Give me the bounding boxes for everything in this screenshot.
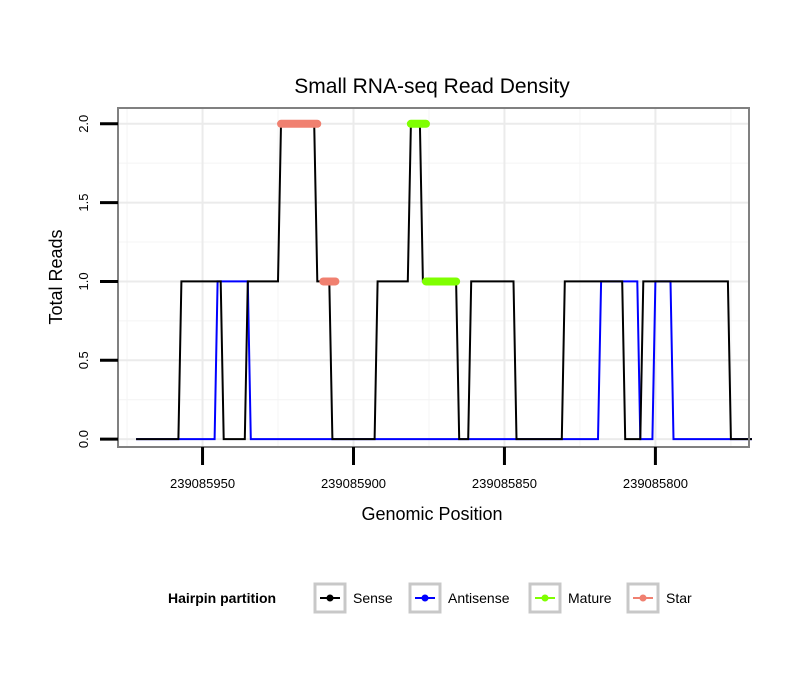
y-tick-label: 1.0 [76,272,91,290]
y-tick-label: 0.0 [76,430,91,448]
legend: Hairpin partition Sense Antisense Mature St… [168,582,692,614]
x-tick-label: 239085900 [321,476,386,491]
legend-label-antisense: Antisense [448,590,510,606]
legend-label-star: Star [666,590,692,606]
x-tick-label: 239085950 [170,476,235,491]
legend-title: Hairpin partition [168,590,276,606]
x-axis-label: Genomic Position [361,504,502,524]
x-tick-label: 239085800 [623,476,688,491]
plot-border [117,107,750,448]
y-axis: 0.0 0.5 1.0 1.5 2.0 [76,115,118,448]
legend-key-dot [541,594,549,602]
legend-label-mature: Mature [568,590,612,606]
legend-key-dot [639,594,647,602]
y-tick-label: 1.5 [76,194,91,212]
x-axis: 239085950 239085900 239085850 239085800 [170,447,688,491]
y-axis-label: Total Reads [46,229,66,324]
y-tick-label: 2.0 [76,115,91,133]
chart-title: Small RNA-seq Read Density [294,75,570,98]
legend-key-dot [326,594,334,602]
series-layer [136,119,752,441]
legend-label-sense: Sense [353,590,393,606]
legend-key-dot [421,594,429,602]
x-tick-label: 239085850 [472,476,537,491]
y-tick-label: 0.5 [76,351,91,369]
